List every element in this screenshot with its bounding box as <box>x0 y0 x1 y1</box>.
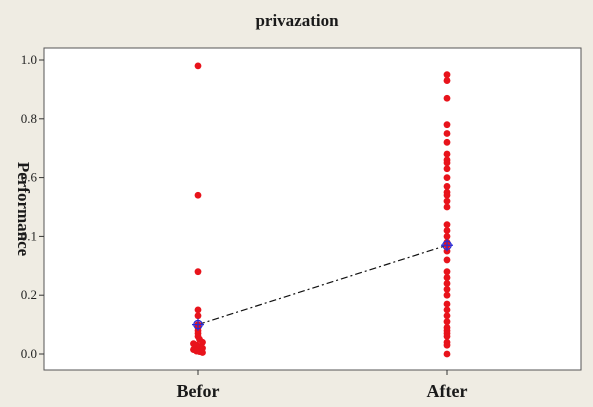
data-point <box>443 291 451 299</box>
data-point <box>194 62 202 70</box>
data-point <box>443 341 451 349</box>
data-point <box>443 165 451 173</box>
data-point <box>199 349 206 356</box>
data-point <box>194 268 202 276</box>
data-point <box>443 280 451 287</box>
data-point <box>443 300 451 308</box>
y-axis-label: Performance <box>14 162 33 257</box>
y-axis-ticks: 0.0 0.2 0.1 0.6 0.8 1.0 <box>21 52 44 361</box>
data-point <box>443 318 451 326</box>
data-point <box>443 150 451 158</box>
chart-title: privazation <box>255 11 339 30</box>
y-tick-label: 0.6 <box>21 170 38 185</box>
data-point <box>194 306 202 314</box>
data-point <box>443 138 451 146</box>
x-axis-ticks: Befor After <box>177 370 468 401</box>
data-point <box>443 174 451 182</box>
data-point <box>443 274 451 281</box>
x-tick-label: After <box>427 381 468 401</box>
data-point <box>443 203 451 211</box>
data-point <box>443 332 451 340</box>
mean-markers <box>192 239 453 331</box>
data-point <box>443 130 451 137</box>
y-tick-label: 0.8 <box>21 111 37 126</box>
data-point <box>443 121 451 129</box>
data-point <box>443 94 451 102</box>
data-point <box>443 227 451 234</box>
data-point <box>443 312 451 320</box>
y-tick-label: 0.0 <box>21 346 37 361</box>
data-point <box>443 191 451 199</box>
mean-connect-line-segment <box>197 244 448 326</box>
y-tick-label: 0.1 <box>21 228 37 243</box>
data-point <box>443 268 451 276</box>
data-point <box>443 306 451 314</box>
data-point <box>443 159 451 167</box>
data-point <box>443 285 451 293</box>
data-point <box>443 183 451 190</box>
y-tick-label: 1.0 <box>21 52 37 67</box>
data-point <box>194 191 202 199</box>
data-point <box>194 312 202 320</box>
data-point <box>443 197 451 205</box>
plot-area <box>43 47 582 371</box>
data-point <box>443 77 451 84</box>
data-point <box>443 221 451 229</box>
data-point <box>443 233 451 240</box>
y-tick-label: 0.2 <box>21 287 37 302</box>
data-point <box>443 350 451 358</box>
data-points <box>190 62 451 358</box>
x-tick-label: Befor <box>177 381 220 401</box>
data-point <box>443 256 451 264</box>
data-point <box>443 71 451 79</box>
mean-connect-line <box>197 244 448 326</box>
